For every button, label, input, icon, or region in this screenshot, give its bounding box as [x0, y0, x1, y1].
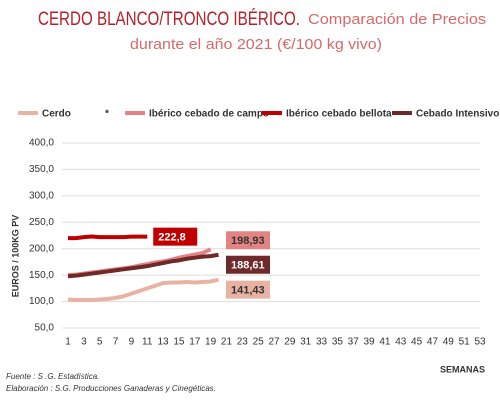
- x-tick-label: 9: [129, 337, 135, 348]
- legend-label: Cerdo: [42, 109, 71, 120]
- x-tick-label: 37: [348, 337, 360, 348]
- legend-label: Cebado Intensivo: [416, 109, 499, 120]
- chart-subtitle: Comparación de Precios: [308, 11, 486, 28]
- x-tick-label: 47: [427, 337, 439, 348]
- value-label-box: [153, 227, 198, 246]
- y-tick-label: 150,0: [29, 270, 54, 281]
- value-label-box: [226, 231, 270, 250]
- x-tick-label: 45: [411, 337, 423, 348]
- x-tick-label: 35: [332, 337, 344, 348]
- x-tick-label: 17: [189, 337, 201, 348]
- x-tick-label: 49: [443, 337, 455, 348]
- x-tick-label: 51: [459, 337, 471, 348]
- x-tick-label: 19: [205, 337, 217, 348]
- x-tick-label: 1: [65, 337, 71, 348]
- x-tick-label: 29: [284, 337, 296, 348]
- y-tick-label: 100,0: [29, 296, 54, 307]
- chart-title: CERDO BLANCO/TRONCO IBÉRICO.: [38, 9, 300, 30]
- x-tick-label: 21: [221, 337, 233, 348]
- series-line: [68, 234, 148, 241]
- y-tick-label: 300,0: [29, 190, 54, 201]
- value-label: 222,8: [158, 232, 186, 244]
- legend-mark: *: [105, 109, 109, 120]
- x-tick-label: 15: [173, 337, 185, 348]
- footnote: Elaboración : S.G. Producciones Ganadera…: [6, 384, 216, 393]
- x-tick-label: 41: [379, 337, 391, 348]
- chart-subtitle: durante el año 2021 (€/100 kg vivo): [130, 36, 382, 53]
- x-tick-label: 43: [395, 337, 407, 348]
- series-line: [67, 252, 219, 279]
- value-label-box: [226, 280, 270, 299]
- y-tick-label: 200,0: [29, 243, 54, 254]
- x-tick-label: 33: [316, 337, 328, 348]
- x-tick-label: 39: [364, 337, 376, 348]
- x-tick-label: 3: [81, 337, 87, 348]
- series-line: [67, 277, 219, 302]
- value-label-box: [226, 255, 270, 274]
- legend-label: Ibérico cebado de campo: [149, 109, 269, 120]
- x-tick-label: 25: [253, 337, 265, 348]
- value-label: 188,61: [231, 260, 265, 272]
- x-tick-label: 31: [300, 337, 312, 348]
- y-axis-label: EUROS / 100KG PV: [10, 215, 20, 298]
- x-tick-label: 23: [237, 337, 249, 348]
- y-tick-label: 350,0: [29, 164, 54, 175]
- y-tick-label: 400,0: [29, 138, 54, 149]
- x-tick-label: 7: [113, 337, 119, 348]
- value-label: 141,43: [231, 285, 265, 297]
- footnote: Fuente : S .G. Estadística.: [6, 372, 99, 381]
- x-tick-label: 13: [158, 337, 170, 348]
- x-tick-label: 53: [474, 337, 486, 348]
- series-line: [67, 247, 212, 278]
- x-axis-label: SEMANAS: [440, 364, 485, 374]
- y-tick-label: 250,0: [29, 217, 54, 228]
- legend-label: Ibérico cebado bellota: [286, 109, 392, 120]
- x-tick-label: 5: [97, 337, 103, 348]
- y-tick-label: 50,0: [35, 323, 55, 334]
- value-label: 198,93: [231, 235, 265, 247]
- x-tick-label: 27: [268, 337, 280, 348]
- x-tick-label: 11: [142, 337, 153, 348]
